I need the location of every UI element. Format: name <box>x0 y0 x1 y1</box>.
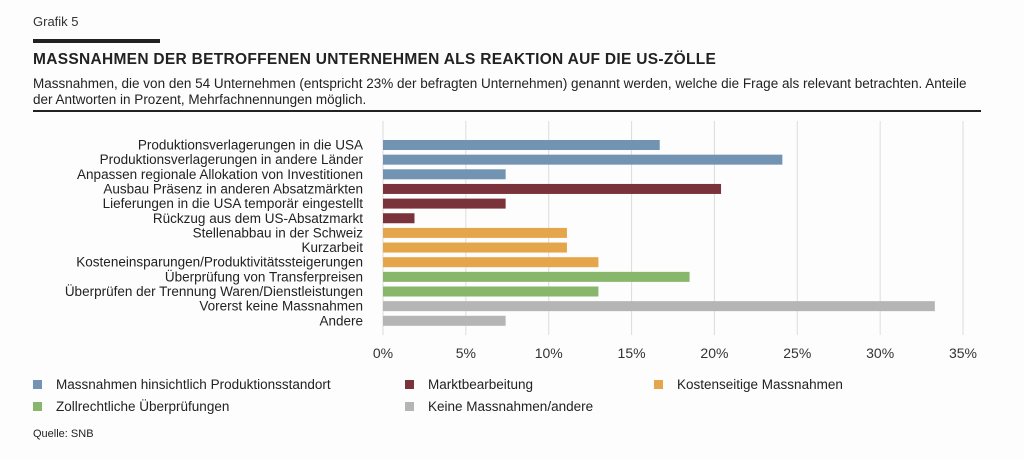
x-tick-label: 15% <box>618 345 646 361</box>
legend-item: Keine Massnahmen/andere <box>405 399 593 414</box>
category-label: Produktionsverlagerungen in die USA <box>138 138 363 153</box>
x-tick-label: 25% <box>783 345 811 361</box>
bar <box>383 169 506 180</box>
legend-swatch <box>33 402 42 411</box>
x-tick-label: 0% <box>373 345 393 361</box>
x-tick-label: 10% <box>535 345 563 361</box>
category-label: Rückzug aus dem US-Absatzmarkt <box>153 211 363 226</box>
bar <box>383 183 722 194</box>
bar <box>383 227 567 238</box>
bar <box>383 213 415 224</box>
bar <box>383 301 935 312</box>
source-note: Quelle: SNB <box>33 428 94 440</box>
category-label: Kosteneinsparungen/Produktivitätssteiger… <box>76 255 363 270</box>
legend-item: Massnahmen hinsichtlich Produktionsstand… <box>33 377 331 392</box>
legend-item: Kostenseitige Massnahmen <box>654 377 843 392</box>
chart-title: MASSNAHMEN DER BETROFFENEN UNTERNEHMEN A… <box>33 51 717 68</box>
legend-label: Marktbearbeitung <box>428 377 534 392</box>
category-label: Kurzarbeit <box>301 240 363 255</box>
bar <box>383 154 783 165</box>
x-tick-label: 20% <box>700 345 728 361</box>
bar <box>383 257 599 268</box>
chart-subtitle: Massnahmen, die von den 54 Unternehmen (… <box>33 76 967 107</box>
legend-swatch <box>405 380 414 389</box>
x-tick-label: 30% <box>866 345 894 361</box>
legend-label: Kostenseitige Massnahmen <box>677 377 843 392</box>
legend-label: Massnahmen hinsichtlich Produktionsstand… <box>56 377 331 392</box>
x-tick-label: 5% <box>456 345 476 361</box>
legend-swatch <box>33 380 42 389</box>
bar <box>383 286 599 297</box>
category-label: Anpassen regionale Allokation von Invest… <box>77 167 363 182</box>
bar <box>383 242 567 253</box>
legend-item: Marktbearbeitung <box>405 377 533 392</box>
category-label: Überprüfen der Trennung Waren/Dienstleis… <box>65 284 363 299</box>
figure-label: Grafik 5 <box>33 14 79 29</box>
legend-label: Zollrechtliche Überprüfungen <box>56 399 230 414</box>
legend-swatch <box>654 380 663 389</box>
x-tick-label: 35% <box>949 345 977 361</box>
bar <box>383 271 690 282</box>
legend-label: Keine Massnahmen/andere <box>428 399 594 414</box>
category-label: Ausbau Präsenz in anderen Absatzmärkten <box>103 181 363 196</box>
category-label: Produktionsverlagerungen in andere Lände… <box>100 152 364 167</box>
bar <box>383 198 506 209</box>
category-label: Vorerst keine Massnahmen <box>199 299 363 314</box>
category-label: Überprüfung von Transferpreisen <box>165 269 363 284</box>
category-label: Lieferungen in die USA temporär eingeste… <box>103 196 364 211</box>
legend-swatch <box>405 402 414 411</box>
bar <box>383 140 660 150</box>
category-label: Andere <box>319 313 363 328</box>
category-label: Stellenabbau in der Schweiz <box>193 225 364 240</box>
divider <box>33 110 981 112</box>
divider <box>33 39 160 43</box>
bar <box>383 315 506 326</box>
legend-item: Zollrechtliche Überprüfungen <box>33 399 229 414</box>
